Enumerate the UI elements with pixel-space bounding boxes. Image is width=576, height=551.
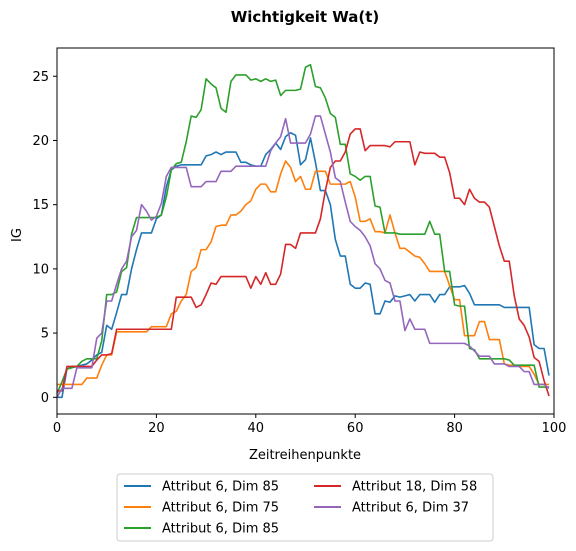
legend: Attribut 6, Dim 85 Attribut 6, Dim 75 Attr… — [116, 473, 494, 542]
x-tick-label: 20 — [148, 421, 165, 436]
plot-lines — [56, 63, 550, 399]
x-axis-ticks: 0 20 40 60 80 100 — [53, 414, 567, 436]
y-tick-label: 20 — [32, 134, 49, 149]
chart-title: Wichtigkeit Wa(t) — [231, 8, 380, 26]
y-tick-label: 15 — [32, 198, 49, 213]
legend-label: Attribut 6, Dim 85 — [162, 522, 279, 537]
series-line-4 — [56, 115, 550, 398]
legend-label: Attribut 18, Dim 58 — [352, 480, 477, 495]
x-tick-label: 80 — [446, 421, 463, 436]
x-tick-label: 40 — [248, 421, 265, 436]
y-tick-label: 0 — [41, 391, 49, 406]
y-axis-ticks: 0 5 10 15 20 25 — [32, 70, 57, 406]
series-line-3 — [57, 128, 550, 397]
x-tick-label: 100 — [542, 421, 567, 436]
y-tick-label: 5 — [41, 327, 49, 342]
y-tick-label: 10 — [32, 262, 49, 277]
x-tick-label: 0 — [53, 421, 61, 436]
x-tick-label: 60 — [347, 421, 364, 436]
legend-box — [116, 473, 494, 542]
x-axis-label: Zeitreihenpunkte — [249, 448, 361, 463]
legend-label: Attribut 6, Dim 75 — [162, 501, 279, 516]
legend-items: Attribut 6, Dim 85 Attribut 6, Dim 75 Attr… — [124, 480, 477, 537]
legend-label: Attribut 6, Dim 37 — [352, 501, 469, 516]
series-line-1 — [57, 160, 550, 386]
legend-label: Attribut 6, Dim 85 — [162, 480, 279, 495]
y-axis-label: IG — [10, 228, 25, 242]
y-tick-label: 25 — [32, 70, 49, 85]
plot-frame — [56, 47, 555, 415]
series-line-0 — [57, 131, 550, 399]
series-line-2 — [56, 63, 550, 394]
